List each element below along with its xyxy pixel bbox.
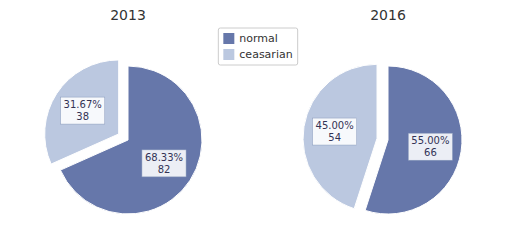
legend-swatch xyxy=(223,33,234,44)
chart-title: 2013 xyxy=(110,7,146,23)
pie-slice xyxy=(45,60,119,164)
label-box xyxy=(408,133,452,160)
label-box xyxy=(142,150,186,177)
pie-slice xyxy=(365,66,462,214)
legend-label: ceasarian xyxy=(239,48,292,61)
pie-slice xyxy=(303,64,377,208)
chart-title: 2016 xyxy=(370,7,406,23)
data-label: 31.67%38 xyxy=(64,99,102,122)
label-box xyxy=(313,118,357,145)
data-label-group: 55.00%66 xyxy=(408,133,452,160)
data-label: 55.00%66 xyxy=(411,135,449,158)
legend: normal ceasarian xyxy=(218,28,297,65)
pie xyxy=(45,60,202,214)
data-label: 45.00%54 xyxy=(316,120,354,143)
label-box xyxy=(61,97,105,124)
data-label-group: 45.00%54 xyxy=(313,118,357,145)
data-label: 68.33%82 xyxy=(145,152,183,175)
legend-frame xyxy=(218,28,297,65)
chart: 2013 68.33%82 31.67%38 2016 55.00%66 45.00%54… xyxy=(0,0,516,243)
legend-label: normal xyxy=(239,32,278,45)
pie xyxy=(303,64,462,214)
data-label-group: 31.67%38 xyxy=(61,97,105,124)
legend-swatch xyxy=(223,49,234,60)
data-label-group: 68.33%82 xyxy=(142,150,186,177)
